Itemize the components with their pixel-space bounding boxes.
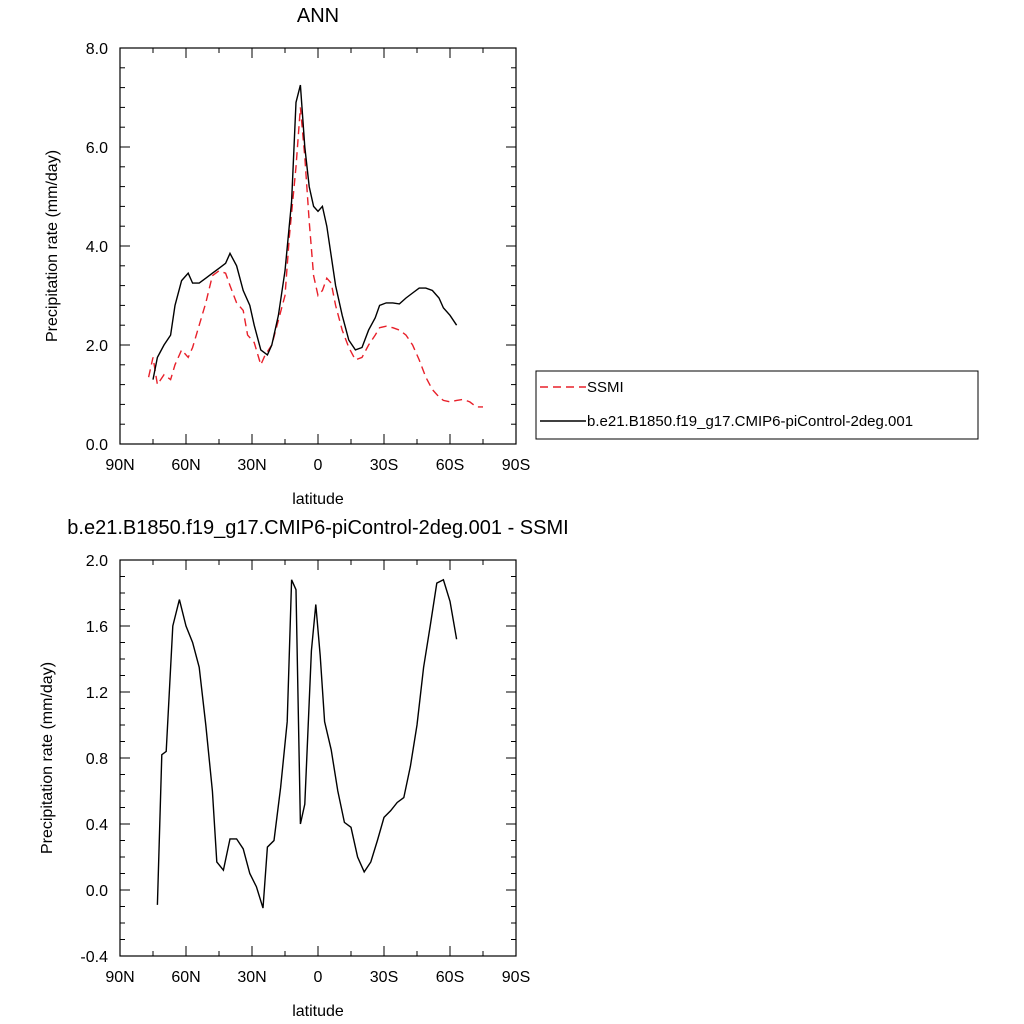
bottom-y-tick-label: 1.6: [86, 619, 108, 636]
bottom-y-tick-label: 0.4: [86, 817, 108, 834]
top-y-tick-label: 4.0: [86, 239, 108, 256]
bottom-panel: b.e21.B1850.f19_g17.CMIP6-piControl-2deg…: [39, 517, 569, 1020]
bottom-x-tick-label: 60S: [436, 969, 464, 986]
bottom-y-tick-label: 2.0: [86, 553, 108, 570]
top-x-tick-label: 60N: [171, 457, 200, 474]
bottom-y-tick-label: 1.2: [86, 685, 108, 702]
bottom-x-tick-label: 30S: [370, 969, 398, 986]
bottom-x-tick-label: 90S: [502, 969, 530, 986]
top-plot-frame: [119, 47, 517, 445]
bottom-y-tick-label: -0.4: [80, 949, 108, 966]
top-series-line-ssmi: [147, 107, 483, 408]
legend-label-ssmi: SSMI: [587, 379, 624, 396]
legend-box: [535, 370, 979, 440]
top-panel: ANN 0.0 2.0 4.0 6.0 8.0 90N 60N 30N 0 30…: [44, 5, 530, 508]
top-y-tick-label: 0.0: [86, 437, 108, 454]
bottom-chart-title: b.e21.B1850.f19_g17.CMIP6-piControl-2deg…: [67, 517, 568, 539]
top-x-tick-label: 0: [314, 457, 323, 474]
top-y-tick-labels: 0.0 2.0 4.0 6.0 8.0: [86, 41, 108, 454]
bottom-y-tick-label: 0.0: [86, 883, 108, 900]
top-x-tick-label: 90S: [502, 457, 530, 474]
top-tick-marks: [119, 47, 517, 445]
top-x-axis-label: latitude: [292, 491, 344, 508]
bottom-x-tick-label: 0: [314, 969, 323, 986]
top-chart-title: ANN: [297, 5, 339, 27]
bottom-x-tick-label: 30N: [237, 969, 266, 986]
legend-label-model: b.e21.B1850.f19_g17.CMIP6-piControl-2deg…: [587, 413, 913, 430]
bottom-tick-marks: [119, 559, 517, 957]
top-y-tick-label: 8.0: [86, 41, 108, 58]
top-y-axis-label: Precipitation rate (mm/day): [44, 150, 61, 342]
bottom-x-axis-label: latitude: [292, 1003, 344, 1020]
bottom-plot-frame: [119, 559, 517, 957]
bottom-x-tick-labels: 90N 60N 30N 0 30S 60S 90S: [105, 969, 530, 986]
top-x-tick-label: 30N: [237, 457, 266, 474]
bottom-x-tick-label: 60N: [171, 969, 200, 986]
top-y-tick-label: 6.0: [86, 140, 108, 157]
top-x-tick-labels: 90N 60N 30N 0 30S 60S 90S: [105, 457, 530, 474]
top-x-tick-label: 90N: [105, 457, 134, 474]
bottom-series-line-difference: [156, 578, 458, 909]
bottom-y-axis-label: Precipitation rate (mm/day): [39, 662, 56, 854]
top-series-line-model: [152, 84, 458, 380]
bottom-x-tick-label: 90N: [105, 969, 134, 986]
top-x-tick-label: 60S: [436, 457, 464, 474]
legend: SSMI b.e21.B1850.f19_g17.CMIP6-piControl…: [535, 370, 979, 440]
top-x-tick-label: 30S: [370, 457, 398, 474]
bottom-y-tick-label: 0.8: [86, 751, 108, 768]
top-y-tick-label: 2.0: [86, 338, 108, 355]
bottom-y-tick-labels: -0.4 0.0 0.4 0.8 1.2 1.6 2.0: [80, 553, 108, 966]
